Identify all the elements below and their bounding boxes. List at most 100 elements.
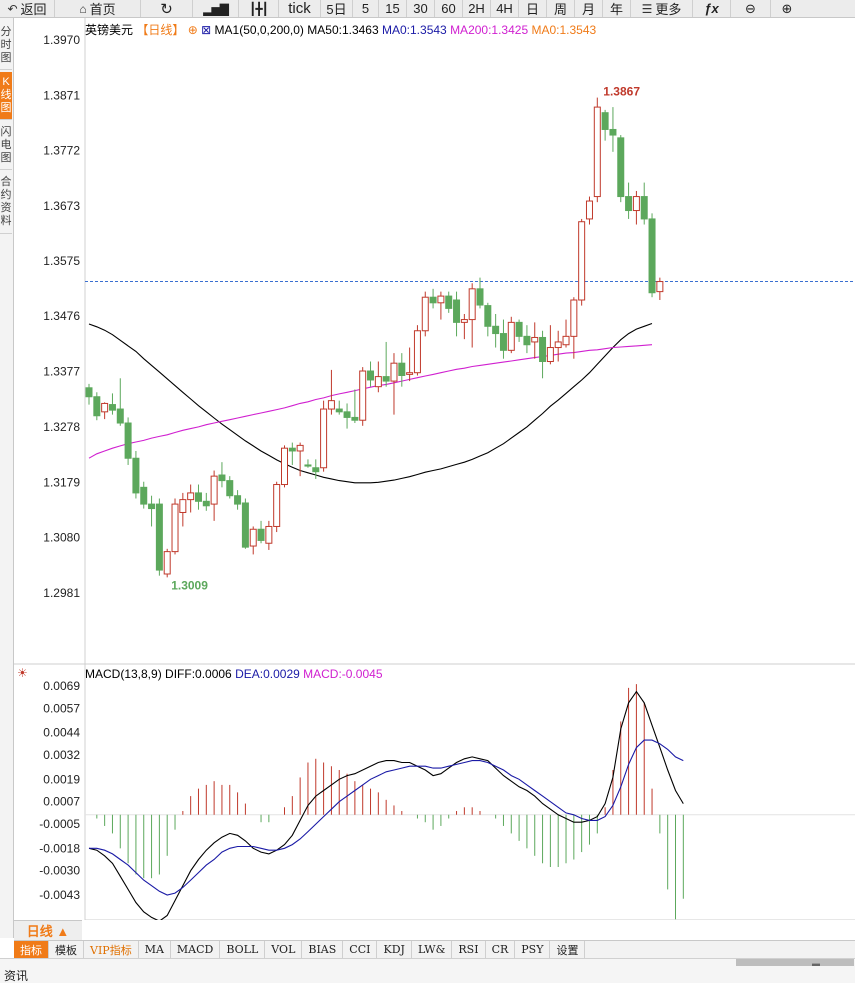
tab-kline[interactable]: K线图 (0, 72, 12, 120)
candle-body (585, 200, 593, 220)
candle-body (617, 137, 625, 198)
ma-group-label: MA1(50,0,200,0) (214, 23, 304, 37)
tab-contract-info[interactable]: 合约资料 (0, 172, 12, 234)
candle-body (179, 499, 187, 513)
candle-body (241, 502, 249, 548)
candle-body (453, 299, 461, 323)
horizontal-scrollbar[interactable] (736, 959, 854, 966)
indicator-tab-5[interactable]: BOLL (220, 941, 266, 958)
macd-tick-label: 0.0057 (43, 701, 80, 715)
candle-body (234, 495, 242, 505)
period-30-label: 30 (413, 1, 428, 16)
candle-body (531, 336, 539, 343)
macd-settings-icon[interactable]: ☀ (17, 666, 28, 680)
candle-body (499, 333, 507, 351)
macd-tick-label: 0.0044 (43, 726, 80, 740)
gear-icon[interactable]: ⊕ (187, 23, 198, 37)
period-select-button[interactable]: 日线 ▲ (14, 920, 82, 940)
indicator-tab-3[interactable]: MA (139, 941, 171, 958)
more-button[interactable]: ☰ 更多 (631, 0, 693, 17)
period-15[interactable]: 15 (379, 0, 407, 17)
indicator-tab-8[interactable]: CCI (343, 941, 378, 958)
period-week[interactable]: 周 (547, 0, 575, 17)
period-5[interactable]: 5 (353, 0, 379, 17)
macd-tick-label: -0.0043 (39, 888, 80, 902)
zoom-in-button[interactable]: ⊕ (771, 0, 803, 17)
macd-tick-label: 0.0007 (43, 795, 80, 809)
candle-body (437, 295, 445, 304)
indicator-tab-13[interactable]: PSY (515, 941, 551, 958)
period-day[interactable]: 日 (519, 0, 547, 17)
bar-chart-icon: ▂▅▇ (203, 1, 229, 16)
candle-body (187, 492, 195, 501)
kline-chart[interactable]: 1.3970 1.3871 1.3772 1.3673 1.3575 1.3476 1.33… (14, 18, 855, 920)
home-button[interactable]: ⌂ 首页 (55, 0, 141, 17)
tick-button[interactable]: tick (279, 0, 321, 17)
indicator-tab-7[interactable]: BIAS (302, 941, 344, 958)
formula-button[interactable]: ƒx (693, 0, 731, 17)
indicator-tab-6[interactable]: VOL (265, 941, 303, 958)
candle-body (124, 422, 132, 459)
ma-toggle-icon[interactable]: ⊠ (201, 23, 212, 37)
macd-diff: DIFF:0.0006 (165, 667, 232, 681)
period-2h[interactable]: 2H (463, 0, 491, 17)
indicator-tab-1[interactable]: 模板 (49, 941, 84, 958)
candle-body (625, 196, 633, 212)
period-label: 【日线】 (136, 23, 185, 37)
candle-style-button[interactable]: ┃╋┃ (239, 0, 279, 17)
tab-flash[interactable]: 闪电图 (0, 122, 12, 170)
indicator-tab-12[interactable]: CR (486, 941, 516, 958)
candle-body (648, 218, 656, 294)
candle-body (218, 474, 226, 482)
indicator-tab-4[interactable]: MACD (171, 941, 221, 958)
candle-body (656, 281, 664, 293)
price-tick-label: 1.3377 (43, 365, 80, 379)
period-60[interactable]: 60 (435, 0, 463, 17)
indicator-tab-2[interactable]: VIP指标 (84, 941, 139, 958)
zoom-out-button[interactable]: ⊖ (731, 0, 771, 17)
back-arrow-icon: ↶ (7, 1, 18, 16)
tab-flash-label: 闪电图 (0, 126, 12, 164)
candle-body (445, 295, 453, 309)
macd-tick-label: -0.0018 (39, 841, 80, 855)
candle-body (273, 484, 281, 527)
candle-body (132, 457, 140, 494)
candle-body (421, 296, 429, 332)
zoom-in-icon: ⊕ (781, 0, 793, 16)
macd-tick-label: -0.0030 (39, 864, 80, 878)
candle-body (249, 528, 257, 547)
candle-body (312, 467, 320, 473)
indicator-tab-14[interactable]: 设置 (550, 941, 586, 958)
tab-timeshare[interactable]: 分时图 (0, 22, 12, 70)
formula-icon: ƒx (704, 1, 719, 16)
candle-body (367, 370, 375, 381)
period-month[interactable]: 月 (575, 0, 603, 17)
back-button[interactable]: ↶ 返回 (0, 0, 55, 17)
price-tick-label: 1.3673 (43, 199, 80, 213)
candle-body (546, 347, 554, 363)
indicator-tab-0[interactable]: 指标 (14, 941, 49, 958)
candle-body (382, 376, 390, 382)
tab-news[interactable]: 资讯 (4, 969, 29, 983)
period-4h[interactable]: 4H (491, 0, 519, 17)
indicator-tab-11[interactable]: RSI (452, 941, 486, 958)
candle-body (265, 525, 273, 544)
candle-body (554, 341, 562, 349)
candle-body (327, 400, 335, 410)
candle-body (609, 128, 617, 136)
period-30[interactable]: 30 (407, 0, 435, 17)
tab-timeshare-label: 分时图 (0, 26, 12, 64)
candle-body (304, 464, 312, 467)
refresh-button[interactable]: ↻ (141, 0, 193, 18)
indicator-tab-10[interactable]: LW& (412, 941, 453, 958)
candle-body (406, 372, 414, 375)
period-year[interactable]: 年 (603, 0, 631, 17)
candle-body (116, 408, 124, 424)
indicator-tab-9[interactable]: KDJ (377, 941, 412, 958)
candle-body (570, 299, 578, 337)
scroll-arrow-icon[interactable]: ▬ (812, 959, 820, 968)
bottom-strip: ▬ 资讯 (0, 958, 855, 983)
period-5d[interactable]: 5日 (321, 0, 353, 17)
macd-tick-label: 0.0032 (43, 748, 80, 762)
chart-type-button[interactable]: ▂▅▇ (193, 0, 239, 17)
